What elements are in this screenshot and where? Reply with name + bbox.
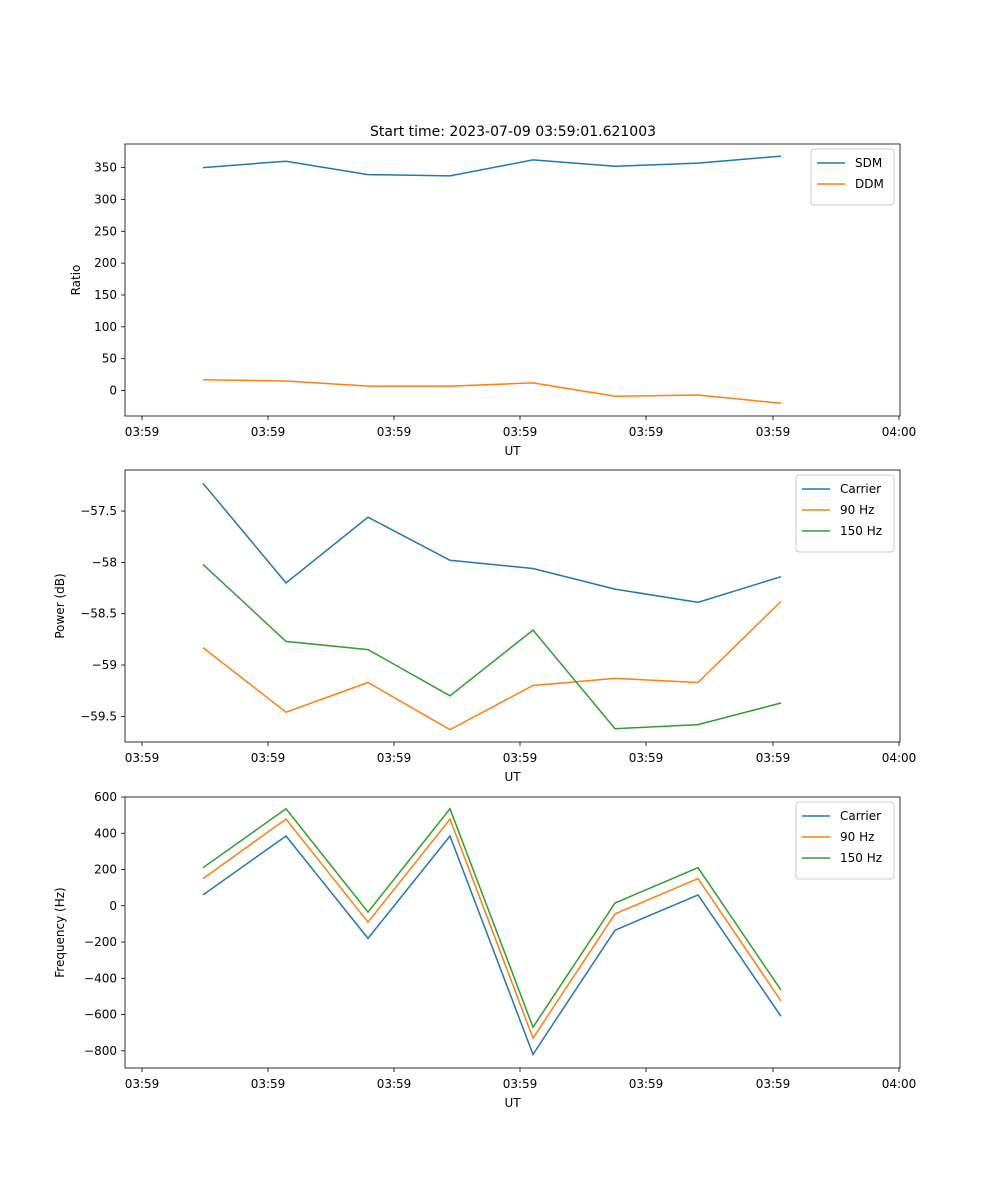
y-tick-label: −400 (84, 971, 117, 985)
series-line-sdm (202, 155, 782, 177)
y-tick-label: −600 (84, 1008, 117, 1022)
x-tick-label: 03:59 (629, 1077, 664, 1091)
x-tick-label: 03:59 (503, 751, 538, 765)
y-tick-label: 100 (94, 320, 117, 334)
x-tick-label: 03:59 (756, 425, 791, 439)
y-tick-label: −59.5 (80, 709, 117, 723)
x-tick-label: 03:59 (125, 425, 160, 439)
x-tick-label: 03:59 (125, 751, 160, 765)
y-tick-label: 200 (94, 863, 117, 877)
x-axis-label: UT (504, 770, 521, 784)
y-tick-label: 200 (94, 256, 117, 270)
y-tick-label: −58.5 (80, 607, 117, 621)
x-tick-label: 03:59 (377, 425, 412, 439)
x-tick-label: 03:59 (629, 425, 664, 439)
chart-panel-3: 03:59 03:59 03:59 03:59 03:59 03:59 04:00 −800 −… (53, 790, 916, 1110)
y-tick-label: 150 (94, 288, 117, 302)
y-tick-label: −800 (84, 1044, 117, 1058)
legend-label-150-hz: 150 Hz (840, 524, 882, 538)
y-tick-label: 400 (94, 826, 117, 840)
series-line-150-hz (202, 563, 782, 730)
y-tick-label: −58 (92, 555, 117, 569)
legend-box (795, 474, 895, 553)
y-axis-label: Ratio (69, 265, 83, 296)
x-tick-label: 03:59 (756, 1077, 791, 1091)
legend: SDM DDM (810, 148, 895, 206)
y-tick-label: 0 (109, 384, 117, 398)
series-line-ddm (202, 378, 782, 405)
figure-title: Start time: 2023-07-09 03:59:01.621003 (370, 124, 656, 140)
legend-label-150-hz: 150 Hz (840, 851, 882, 865)
x-axis-label: UT (504, 1096, 521, 1110)
y-tick-label: 250 (94, 224, 117, 238)
legend-box (795, 801, 895, 880)
legend-label-sdm: SDM (855, 156, 882, 170)
y-tick-label: −59 (92, 658, 117, 672)
x-axis-label: UT (504, 444, 521, 458)
y-axis-label: Frequency (Hz) (53, 887, 67, 978)
legend-label-carrier: Carrier (840, 809, 881, 823)
x-tick-label: 03:59 (377, 1077, 412, 1091)
y-tick-label: 0 (109, 899, 117, 913)
legend: Carrier 90 Hz 150 Hz (795, 801, 895, 880)
legend-label-90-hz: 90 Hz (840, 503, 874, 517)
y-tick-label: −200 (84, 935, 117, 949)
x-tick-label: 03:59 (503, 425, 538, 439)
y-tick-label: −57.5 (80, 504, 117, 518)
series-line-90-hz (202, 817, 782, 1040)
y-tick-label: 350 (94, 161, 117, 175)
chart-panel-1: 03:59 03:59 03:59 03:59 03:59 03:59 04:00 0 50 10… (69, 143, 917, 458)
x-tick-label: 04:00 (882, 1077, 917, 1091)
x-tick-label: 03:59 (251, 1077, 286, 1091)
y-tick-label: 300 (94, 192, 117, 206)
x-tick-label: 03:59 (125, 1077, 160, 1091)
legend-label-carrier: Carrier (840, 482, 881, 496)
legend-label-ddm: DDM (855, 177, 884, 191)
legend-label-90-hz: 90 Hz (840, 830, 874, 844)
y-tick-label: 50 (102, 352, 117, 366)
x-tick-label: 03:59 (251, 425, 286, 439)
series-line-carrier (202, 834, 782, 1057)
x-tick-label: 03:59 (377, 751, 412, 765)
series-line-carrier (202, 482, 782, 604)
x-tick-label: 04:00 (882, 425, 917, 439)
series-line-90-hz (202, 600, 782, 731)
x-tick-label: 03:59 (503, 1077, 538, 1091)
axes-frame (124, 143, 901, 417)
chart-panel-2: 03:59 03:59 03:59 03:59 03:59 03:59 04:00 −59.5… (53, 469, 917, 784)
legend: Carrier 90 Hz 150 Hz (795, 474, 895, 553)
axes-frame (124, 469, 901, 743)
y-tick-label: 600 (94, 790, 117, 804)
series-line-150-hz (202, 807, 782, 1029)
x-tick-label: 03:59 (629, 751, 664, 765)
x-tick-label: 04:00 (882, 751, 917, 765)
x-tick-label: 03:59 (756, 751, 791, 765)
x-tick-label: 03:59 (251, 751, 286, 765)
y-axis-label: Power (dB) (53, 573, 67, 638)
axes-frame (124, 796, 901, 1069)
panels: 03:59 03:59 03:59 03:59 03:59 03:59 04:00 0 50 10… (53, 143, 917, 1110)
